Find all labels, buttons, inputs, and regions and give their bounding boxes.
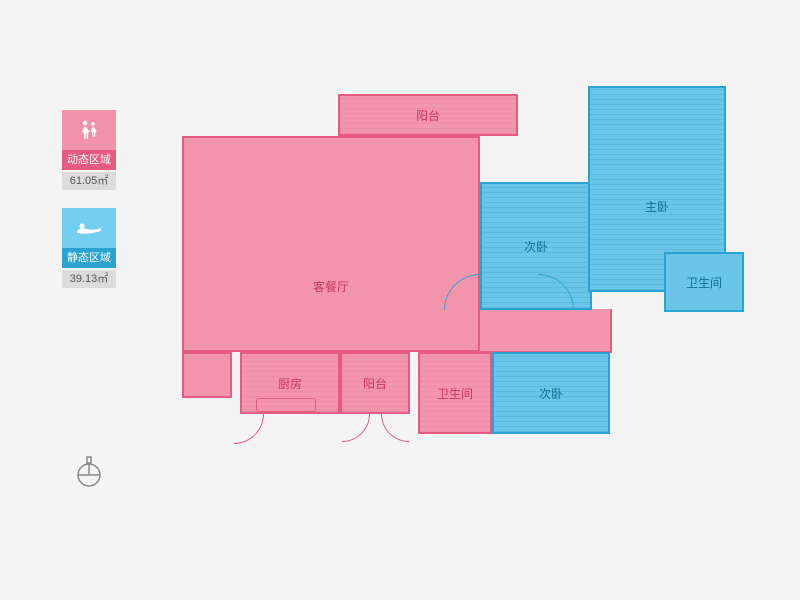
legend-static-value: 39.13㎡	[62, 270, 116, 288]
room-balcony-mid: 阳台	[340, 352, 410, 414]
furniture-line	[256, 398, 316, 412]
room-bath-left: 卫生间	[418, 352, 492, 434]
room-bath-right-label: 卫生间	[686, 274, 722, 291]
room-balcony-top-label: 阳台	[416, 107, 440, 124]
legend-dynamic-label: 动态区域	[62, 150, 116, 170]
room-entry-left	[182, 352, 232, 398]
room-master-label: 主卧	[645, 198, 669, 215]
legend-static-label: 静态区域	[62, 248, 116, 268]
sleep-icon	[62, 208, 116, 248]
room-living-label: 客餐厅	[313, 278, 349, 295]
room-bath-right: 卫生间	[664, 252, 744, 312]
room-kitchen-label: 厨房	[278, 375, 302, 392]
floor-plan: 客餐厅 阳台 厨房 阳台 卫生间 次卧 主卧 卫生间 次卧	[170, 80, 760, 480]
people-icon	[62, 110, 116, 150]
room-balcony-mid-label: 阳台	[363, 375, 387, 392]
legend-panel: 动态区域 61.05㎡ 静态区域 39.13㎡	[62, 110, 116, 306]
room-balcony-top: 阳台	[338, 94, 518, 136]
room-bed2-bottom-label: 次卧	[539, 385, 563, 402]
room-bed2-top-label: 次卧	[524, 238, 548, 255]
room-bed2-bottom: 次卧	[492, 352, 610, 434]
room-bath-left-label: 卫生间	[437, 385, 473, 402]
room-living-ext	[478, 309, 612, 353]
legend-dynamic: 动态区域 61.05㎡	[62, 110, 116, 190]
room-living: 客餐厅	[182, 136, 480, 352]
compass-icon	[75, 455, 103, 489]
legend-dynamic-value: 61.05㎡	[62, 172, 116, 190]
room-bed2-top: 次卧	[480, 182, 592, 310]
legend-static: 静态区域 39.13㎡	[62, 208, 116, 288]
